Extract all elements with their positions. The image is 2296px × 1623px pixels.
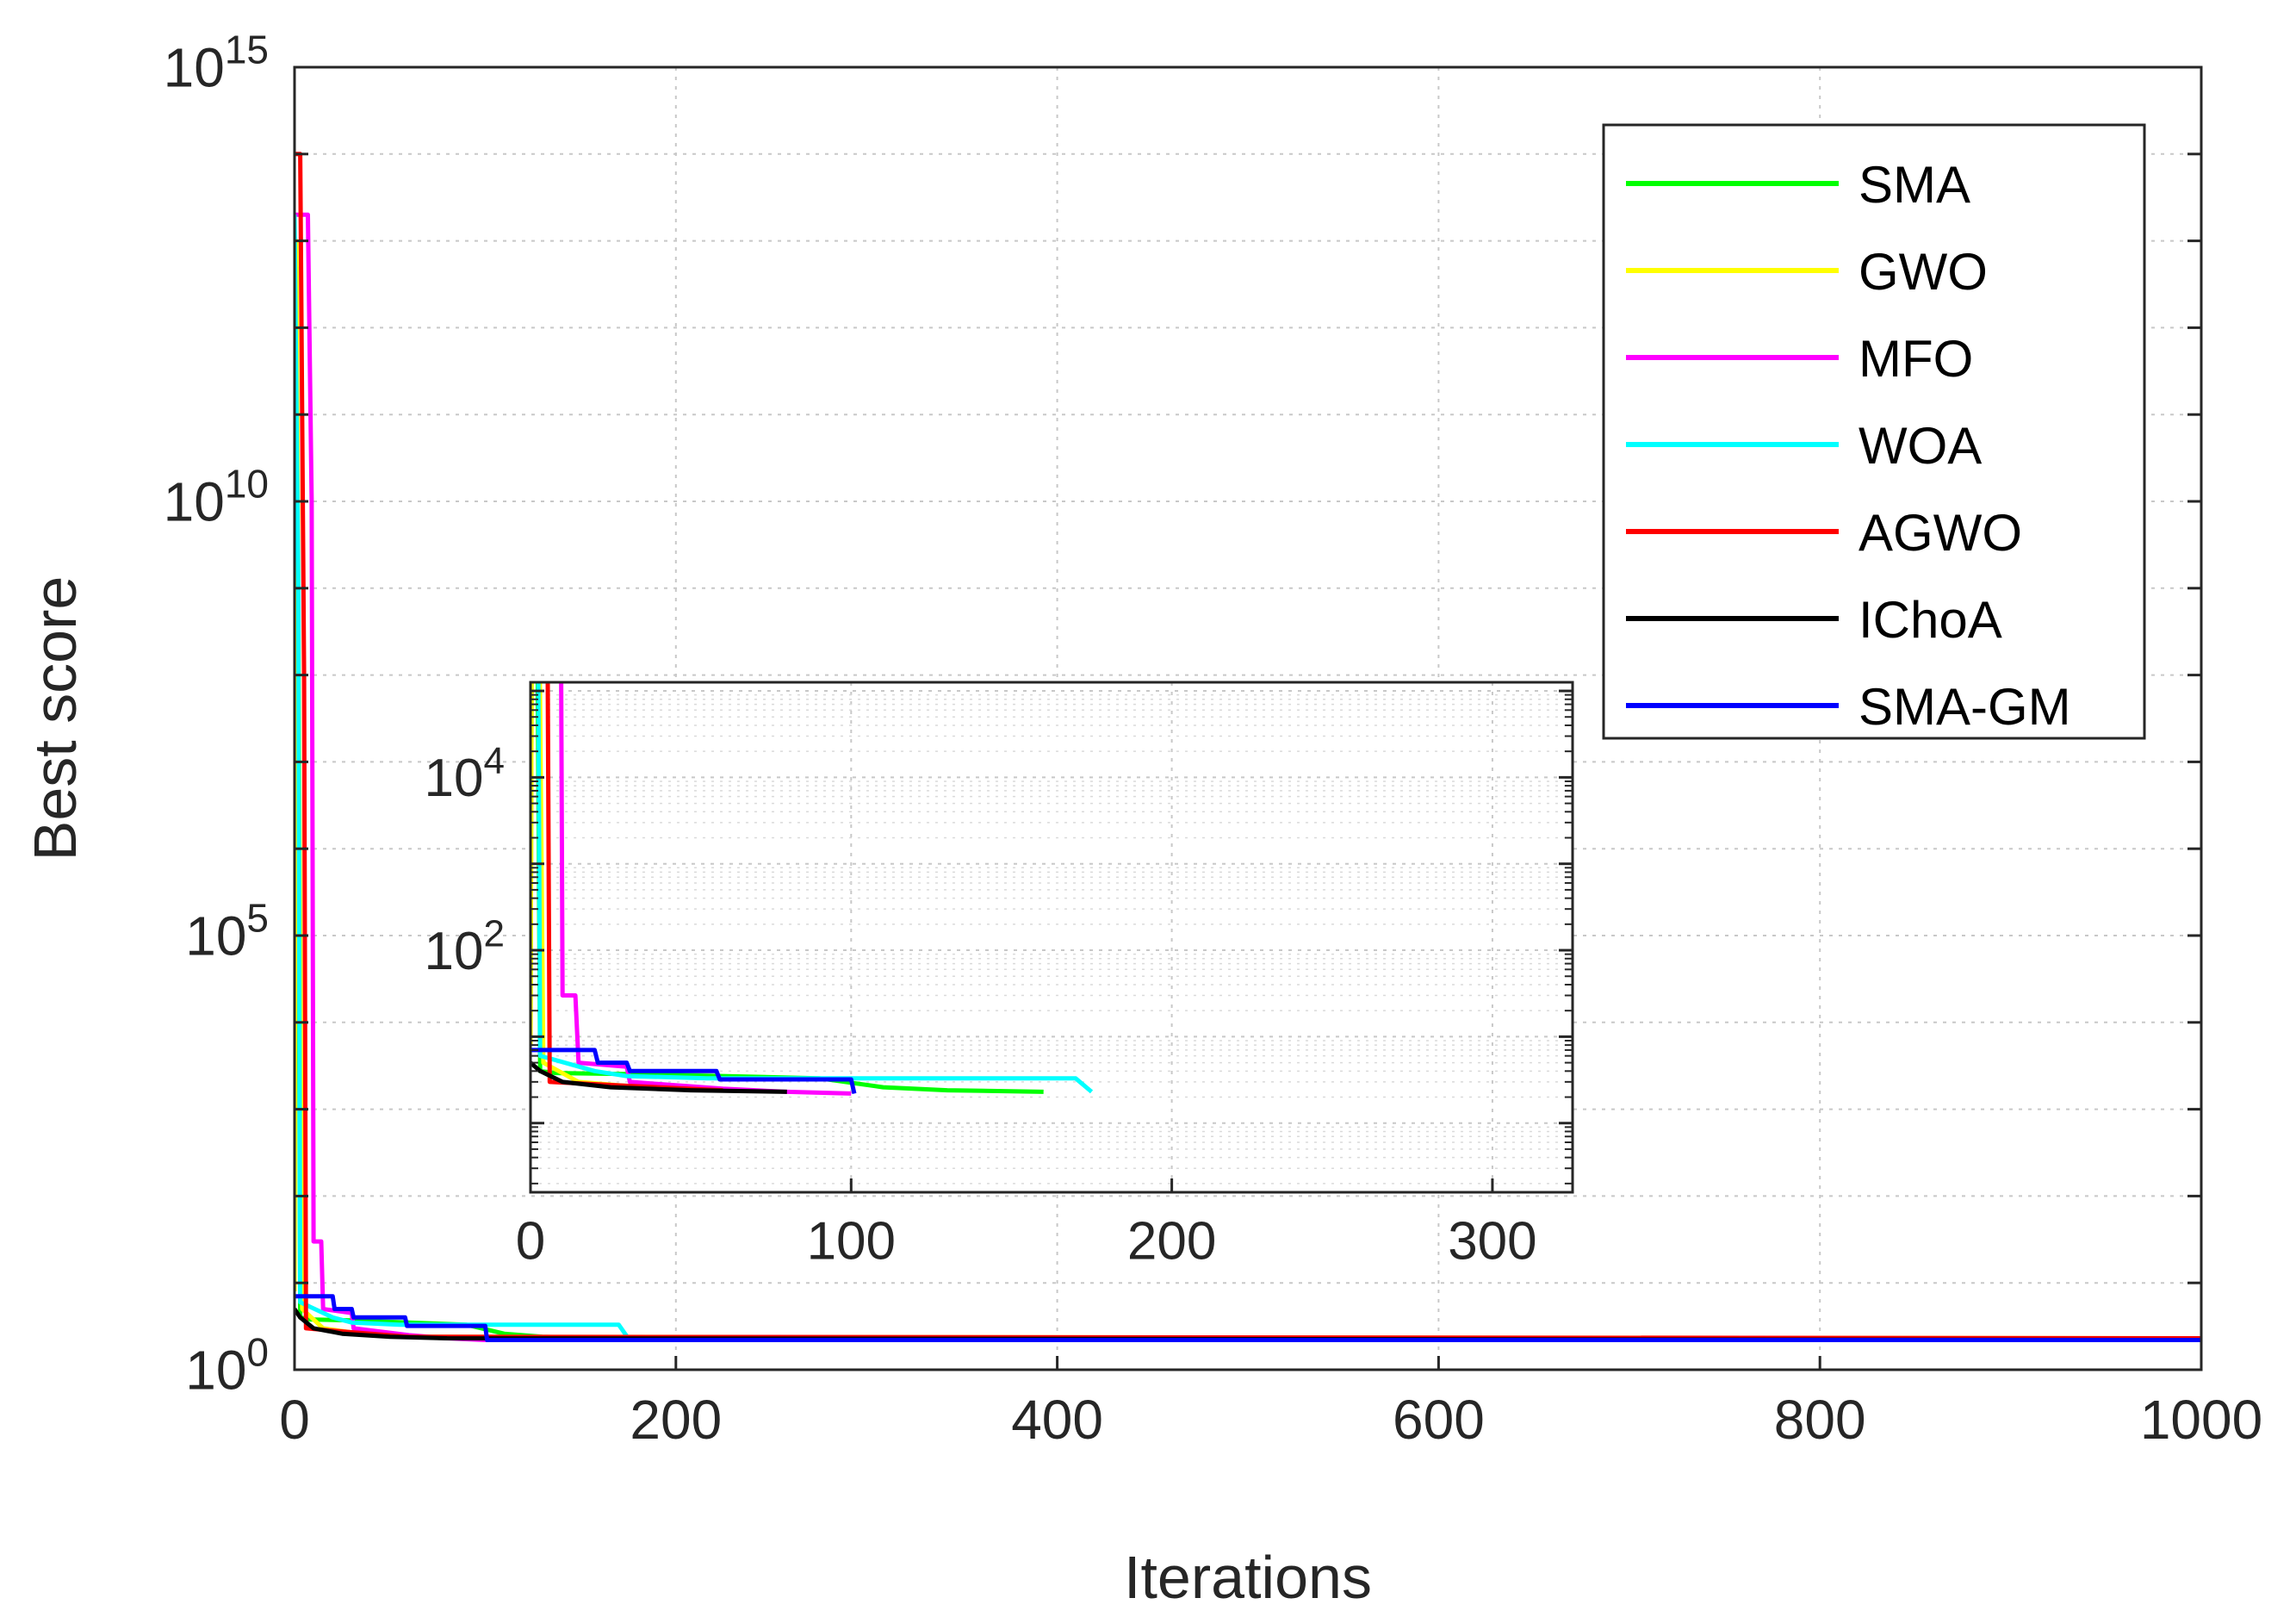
series-line-woa: [536, 682, 1094, 1094]
x-tick-label: 600: [1393, 1389, 1485, 1451]
inset-x-tick-labels: 0 100 200 300: [516, 1212, 1537, 1272]
x-tick-label: 300: [1448, 1212, 1536, 1272]
legend-label: SMA: [1859, 156, 1970, 214]
inset-plot-area: [529, 681, 1574, 1194]
legend-box: [1602, 123, 2146, 740]
series-line-ichoa: [531, 1060, 787, 1094]
y-tick-label: 1015: [164, 28, 269, 99]
y-tick-label: 105: [185, 896, 269, 967]
series-line-ichoa: [295, 1308, 2201, 1342]
x-tick-label: 800: [1774, 1389, 1866, 1451]
legend: SMA GWO MFO WOA AGWO IChoA SMA-GM: [1602, 123, 2146, 740]
x-tick-label: 1000: [2140, 1389, 2262, 1451]
inset-y-tick-labels: 102 104: [425, 740, 505, 981]
inset-axes-box: [529, 681, 1574, 1194]
series-line-woa: [295, 215, 2201, 1342]
x-tick-label: 200: [1127, 1212, 1216, 1272]
x-axis-title: Iterations: [1124, 1544, 1372, 1611]
legend-label: WOA: [1859, 417, 1982, 475]
legend-label: MFO: [1859, 330, 1973, 388]
y-tick-label: 100: [185, 1330, 269, 1402]
main-axes-box: [293, 65, 2203, 1371]
main-y-tick-labels: 100 105 1010 1015: [164, 28, 269, 1402]
series-line-sma-gm: [531, 1048, 857, 1094]
legend-entry-sma: SMA: [1626, 156, 1970, 214]
legend-entry-mfo: MFO: [1626, 330, 1973, 388]
y-tick-label: 1010: [164, 462, 269, 533]
main-x-tick-labels: 0 200 400 600 800 1000: [279, 1389, 2262, 1451]
x-tick-label: 0: [516, 1212, 545, 1272]
legend-entry-ichoa: IChoA: [1626, 591, 2002, 649]
x-tick-label: 0: [279, 1389, 310, 1451]
y-tick-label: 102: [425, 913, 505, 981]
legend-label: SMA-GM: [1859, 678, 2071, 736]
x-tick-label: 400: [1011, 1389, 1103, 1451]
series-line-sma-gm: [295, 1294, 2201, 1342]
series-line-sma: [531, 682, 1044, 1094]
legend-entry-woa: WOA: [1626, 417, 1982, 475]
legend-label: AGWO: [1859, 504, 2022, 562]
inset-series-lines: [531, 682, 1094, 1096]
x-tick-label: 200: [630, 1389, 722, 1451]
x-tick-label: 100: [807, 1212, 896, 1272]
inset-grid: [531, 682, 1573, 1192]
legend-entry-gwo: GWO: [1626, 243, 1988, 301]
legend-label: IChoA: [1859, 591, 2002, 649]
legend-entry-agwo: AGWO: [1626, 504, 2022, 562]
y-axis-title: Best score: [22, 576, 89, 861]
legend-label: GWO: [1859, 243, 1988, 301]
y-tick-label: 104: [425, 740, 505, 808]
legend-entry-sma-gm: SMA-GM: [1626, 678, 2071, 736]
